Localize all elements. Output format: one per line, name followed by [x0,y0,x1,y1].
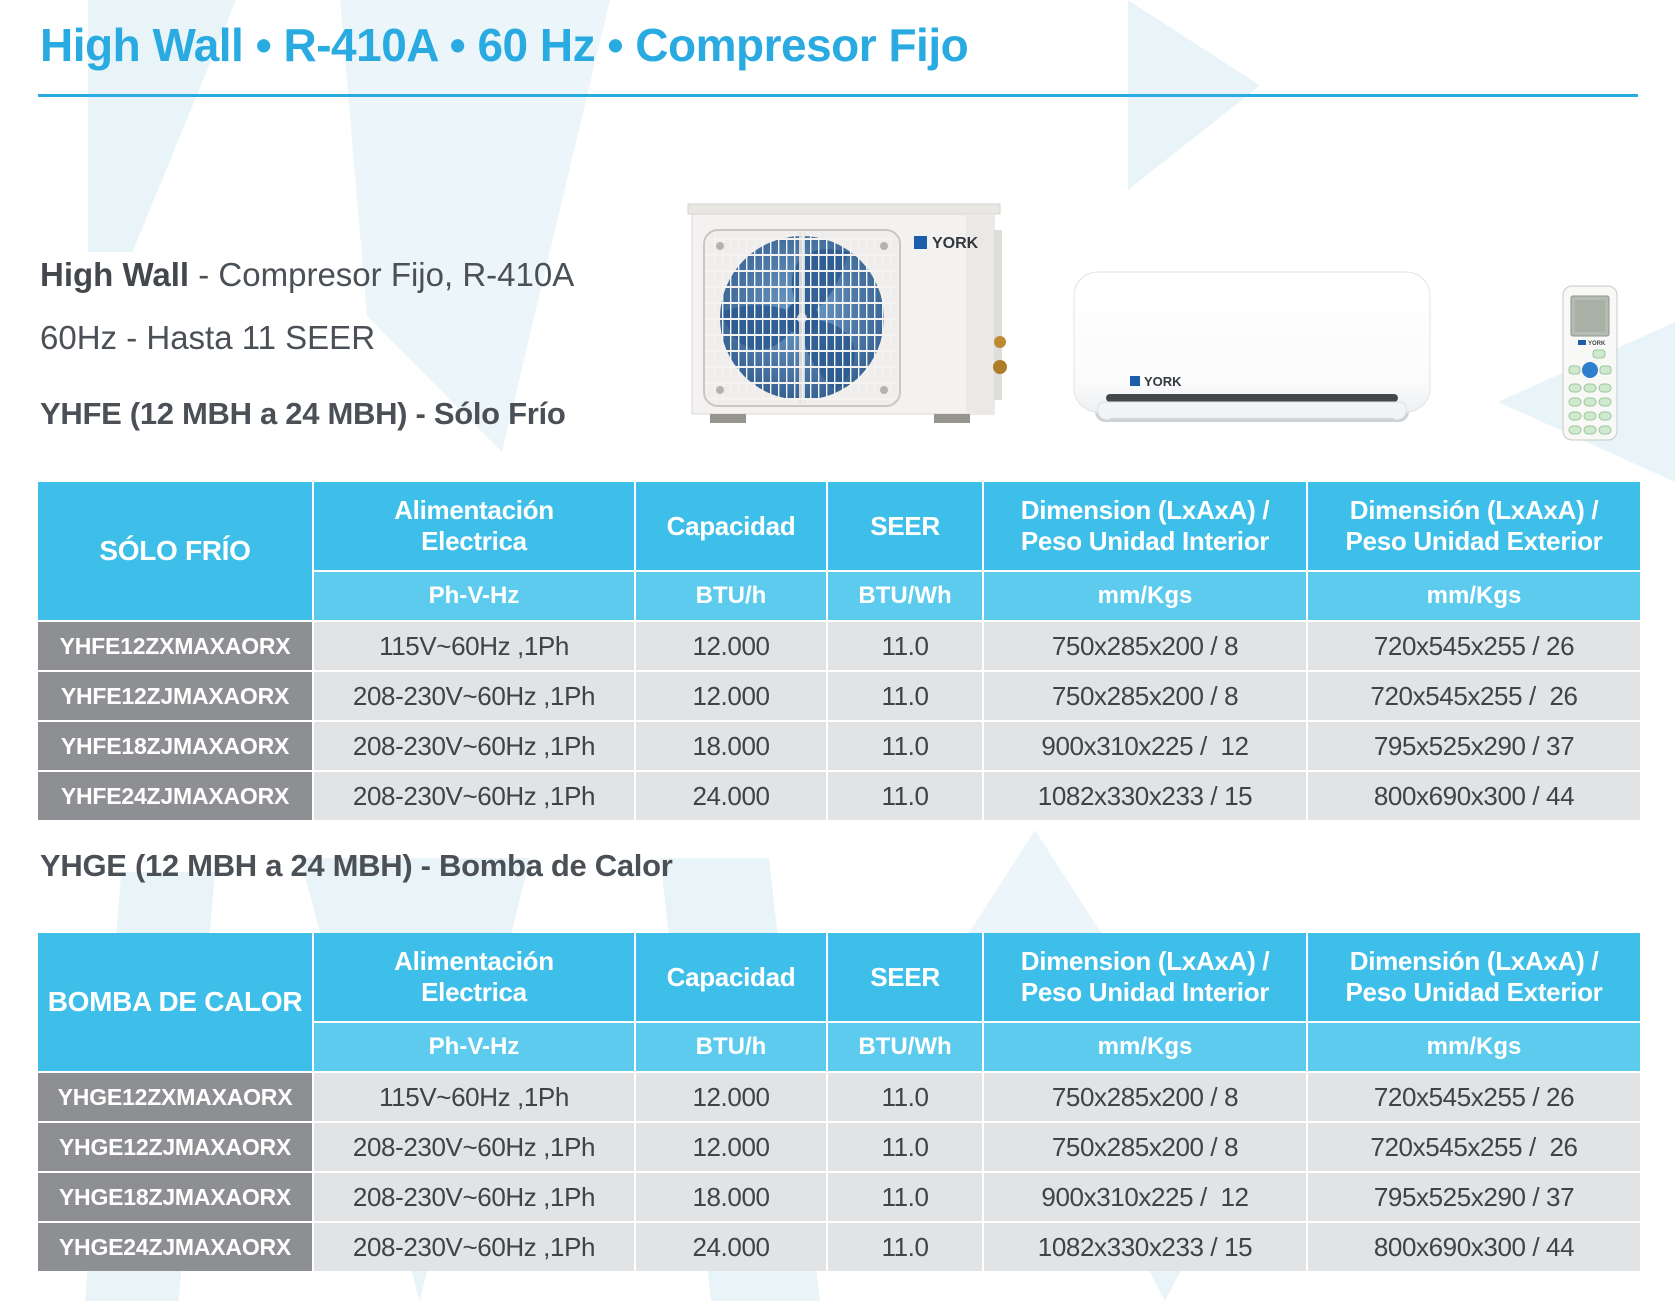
model-cell: YHFE18ZJMAXAORX [38,722,312,770]
model-cell: YHGE12ZXMAXAORX [38,1073,312,1121]
data-cell: 750x285x200 / 8 [984,1073,1306,1121]
data-cell: 208-230V~60Hz ,1Ph [314,772,634,820]
data-cell: 800x690x300 / 44 [1308,1223,1640,1271]
data-cell: 11.0 [828,1173,982,1221]
data-cell: 750x285x200 / 8 [984,622,1306,670]
intro-text: High Wall - Compresor Fijo, R-410A 60Hz … [40,258,574,384]
data-cell: 208-230V~60Hz ,1Ph [314,1223,634,1271]
data-cell: 800x690x300 / 44 [1308,772,1640,820]
data-cell: 12.000 [636,1073,826,1121]
column-header: Dimensión (LxAxA) / Peso Unidad Exterior [1308,482,1640,570]
data-cell: 720x545x255 / 26 [1308,622,1640,670]
york-logo-text: YORK [1588,341,1606,347]
column-unit: mm/Kgs [1308,1023,1640,1071]
indoor-unit-image: YORK [1072,268,1432,449]
data-cell: 720x545x255 / 26 [1308,1073,1640,1121]
intro-line-2: 60Hz - Hasta 11 SEER [40,319,376,356]
york-logo-text: YORK [932,235,979,252]
intro-line-1: High Wall - Compresor Fijo, R-410A [40,258,574,291]
data-cell: 18.000 [636,1173,826,1221]
data-cell: 11.0 [828,722,982,770]
data-cell: 720x545x255 / 26 [1308,1123,1640,1171]
data-cell: 1082x330x233 / 15 [984,1223,1306,1271]
data-cell: 795x525x290 / 37 [1308,1173,1640,1221]
data-cell: 11.0 [828,1123,982,1171]
data-cell: 900x310x225 / 12 [984,1173,1306,1221]
column-header: SEER [828,482,982,570]
intro-rest: - Compresor Fijo, R-410A [189,256,575,293]
model-cell: YHGE18ZJMAXAORX [38,1173,312,1221]
column-unit: Ph-V-Hz [314,1023,634,1071]
data-cell: 750x285x200 / 8 [984,1123,1306,1171]
column-header: Alimentación Electrica [314,482,634,570]
data-cell: 12.000 [636,1123,826,1171]
data-cell: 11.0 [828,622,982,670]
model-cell: YHFE24ZJMAXAORX [38,772,312,820]
page-title: High Wall • R-410A • 60 Hz • Compresor F… [40,19,969,71]
model-cell: YHGE24ZJMAXAORX [38,1223,312,1271]
column-header: Dimension (LxAxA) / Peso Unidad Interior [984,933,1306,1021]
data-cell: 208-230V~60Hz ,1Ph [314,722,634,770]
section-heading-solo-frio: YHFE (12 MBH a 24 MBH) - Sólo Frío [40,396,566,431]
column-header: Dimensión (LxAxA) / Peso Unidad Exterior [1308,933,1640,1021]
remote-control-image: YORK [1561,284,1619,447]
data-cell: 720x545x255 / 26 [1308,672,1640,720]
data-cell: 750x285x200 / 8 [984,672,1306,720]
data-cell: 900x310x225 / 12 [984,722,1306,770]
column-header: Capacidad [636,482,826,570]
outdoor-unit-image: YORK [682,190,1018,447]
data-cell: 11.0 [828,1073,982,1121]
intro-bold: High Wall [40,256,190,293]
data-cell: 12.000 [636,622,826,670]
column-header: Alimentación Electrica [314,933,634,1021]
data-cell: 11.0 [828,1223,982,1271]
column-header: SEER [828,933,982,1021]
column-unit: BTU/h [636,572,826,620]
data-cell: 24.000 [636,1223,826,1271]
column-unit: Ph-V-Hz [314,572,634,620]
data-cell: 208-230V~60Hz ,1Ph [314,1123,634,1171]
data-cell: 12.000 [636,672,826,720]
data-cell: 11.0 [828,772,982,820]
column-unit: mm/Kgs [984,572,1306,620]
data-cell: 115V~60Hz ,1Ph [314,1073,634,1121]
data-cell: 795x525x290 / 37 [1308,722,1640,770]
column-header: Dimension (LxAxA) / Peso Unidad Interior [984,482,1306,570]
model-cell: YHFE12ZXMAXAORX [38,622,312,670]
table-corner-label: SÓLO FRÍO [38,482,312,620]
data-cell: 11.0 [828,672,982,720]
data-cell: 115V~60Hz ,1Ph [314,622,634,670]
data-cell: 1082x330x233 / 15 [984,772,1306,820]
data-cell: 24.000 [636,772,826,820]
title-underline [38,94,1638,97]
york-logo-text: YORK [1144,374,1182,389]
column-unit: mm/Kgs [984,1023,1306,1071]
model-cell: YHFE12ZJMAXAORX [38,672,312,720]
data-cell: 208-230V~60Hz ,1Ph [314,672,634,720]
data-cell: 208-230V~60Hz ,1Ph [314,1173,634,1221]
column-unit: BTU/Wh [828,1023,982,1071]
spec-table-solo-frio: SÓLO FRÍO Alimentación Electrica Capacidad… [38,482,1640,820]
column-unit: BTU/Wh [828,572,982,620]
table-corner-label: BOMBA DE CALOR [38,933,312,1071]
model-cell: YHGE12ZJMAXAORX [38,1123,312,1171]
column-unit: mm/Kgs [1308,572,1640,620]
column-unit: BTU/h [636,1023,826,1071]
spec-table-bomba-de-calor: BOMBA DE CALOR Alimentación Electrica Capa… [38,933,1640,1271]
column-header: Capacidad [636,933,826,1021]
data-cell: 18.000 [636,722,826,770]
section-heading-bomba-de-calor: YHGE (12 MBH a 24 MBH) - Bomba de Calor [40,848,673,883]
